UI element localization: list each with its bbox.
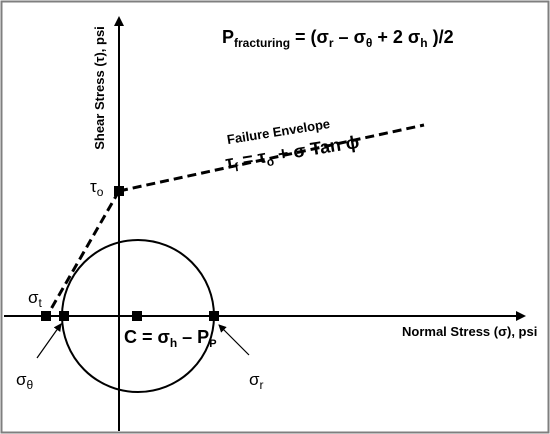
sigma-r-marker: [209, 311, 219, 321]
x-axis-label: Normal Stress (σ), psi: [402, 324, 537, 339]
sigma-r-label: σr: [249, 370, 264, 392]
failure-envelope-annotation: Failure Envelope τf = τo + σ Tan ϕ: [224, 116, 360, 174]
sigma-r-pointer: [218, 324, 250, 356]
sigma-theta-pointer: [36, 323, 62, 359]
tau-o-label: τo: [90, 177, 104, 199]
sigma-t-label: σt: [28, 288, 43, 310]
circle-center-label: C = σh – PP: [124, 327, 217, 350]
tau-o-marker: [114, 186, 124, 196]
y-axis-label: Shear Stress (τ), psi: [92, 26, 107, 150]
failure-envelope-line: [118, 123, 425, 193]
center-marker: [132, 311, 142, 321]
sigma-theta-label: σθ: [16, 370, 34, 392]
sigma-theta-marker: [59, 311, 69, 321]
tensile-cutoff-line: [45, 190, 121, 317]
fracturing-pressure-equation: Pfracturing = (σr – σθ + 2 σh )/2: [222, 27, 454, 50]
sigma-t-marker: [41, 311, 51, 321]
